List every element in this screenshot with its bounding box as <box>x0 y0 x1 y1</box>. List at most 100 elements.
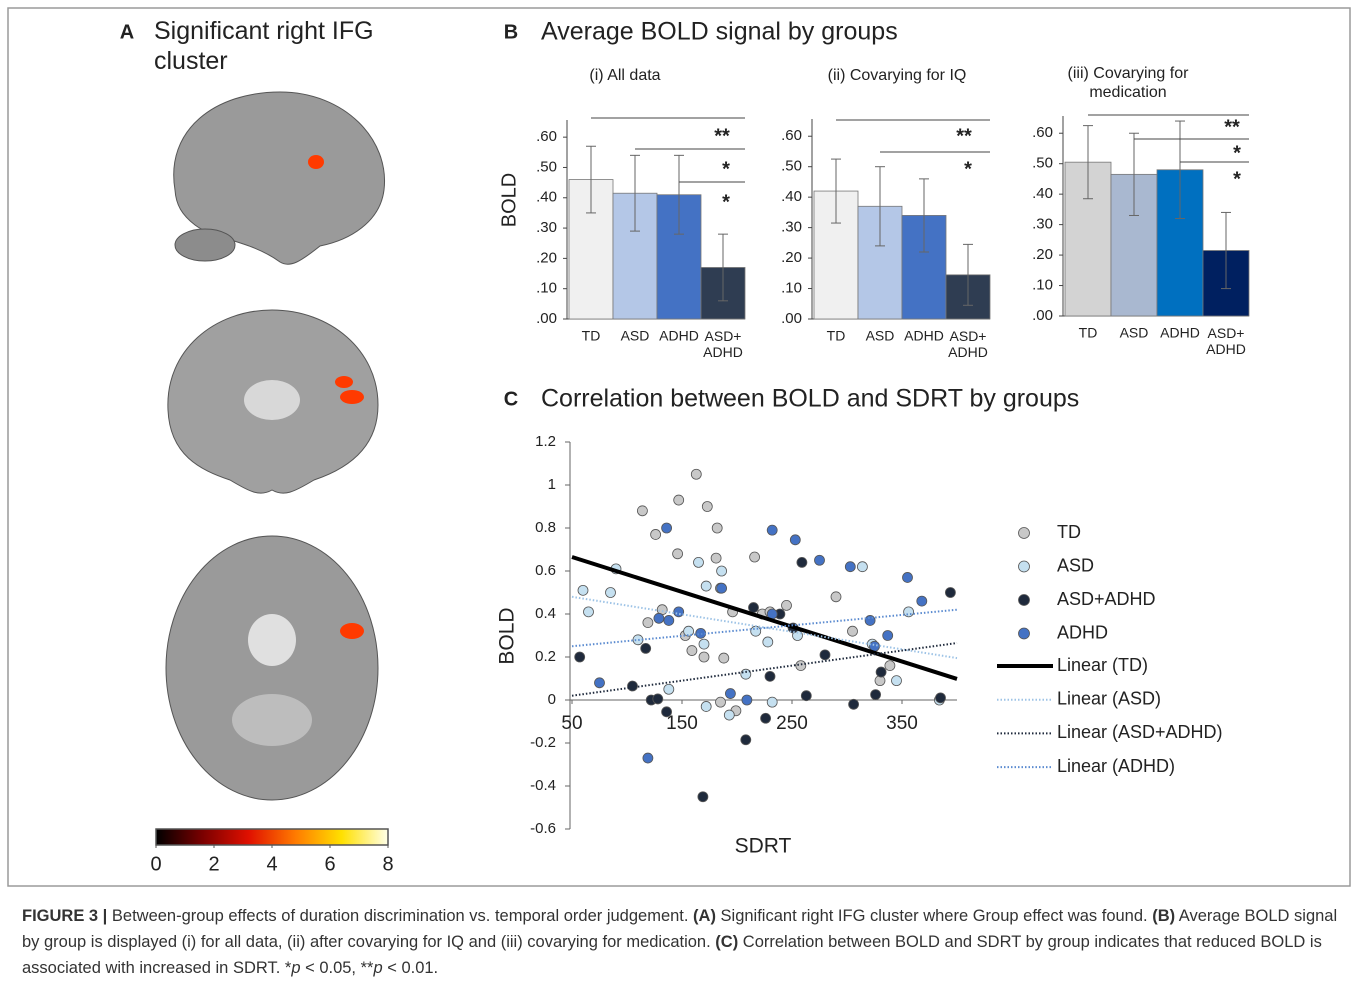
scatter-point <box>643 618 653 628</box>
x-tick-label: 50 <box>561 713 582 734</box>
x-tick-label: ASD+ADHD <box>1206 325 1246 357</box>
y-tick-label: .00 <box>781 310 802 327</box>
y-tick-label: .20 <box>781 249 802 266</box>
y-tick-label: .30 <box>1032 216 1053 233</box>
y-tick-label: 1 <box>548 476 556 493</box>
y-tick-label: .50 <box>781 158 802 175</box>
y-tick-label: 0.2 <box>535 648 556 665</box>
scatter-point <box>717 583 727 593</box>
scatter-point <box>857 562 867 572</box>
x-tick-label: ADHD <box>659 328 699 344</box>
panel-label: B <box>504 21 518 43</box>
scatter-point <box>831 592 841 602</box>
x-tick-label: 150 <box>666 713 698 734</box>
caption-run: Significant right IFG cluster where Grou… <box>716 907 1152 925</box>
scatter-point <box>865 615 875 625</box>
significance-label: * <box>964 158 972 180</box>
scatter-point <box>696 628 706 638</box>
significance-label: ** <box>714 125 730 147</box>
scatter-point <box>584 607 594 617</box>
scatter-point <box>674 607 684 617</box>
scatter-point <box>711 553 721 563</box>
panel-title: Correlation between BOLD and SDRT by gro… <box>541 385 1079 413</box>
legend-label: ASD <box>1057 555 1094 575</box>
legend-label: Linear (ASD) <box>1057 688 1161 708</box>
x-tick-label: ADHD <box>1160 325 1200 341</box>
scatter-point <box>871 690 881 700</box>
scatter-point <box>801 691 811 701</box>
colorbar-tick-label: 2 <box>208 853 219 875</box>
scatter-point <box>885 661 895 671</box>
y-tick-label: .20 <box>536 249 557 266</box>
legend-label: TD <box>1057 522 1081 542</box>
scatter-point <box>767 525 777 535</box>
y-tick-label: 0.6 <box>535 562 556 579</box>
y-tick-label: .40 <box>536 189 557 206</box>
brain-axial <box>166 536 378 800</box>
scatter-point <box>641 643 651 653</box>
scatter-point <box>691 469 701 479</box>
scatter-point <box>628 681 638 691</box>
scatter-point <box>651 529 661 539</box>
caption-run: p <box>291 959 300 977</box>
scatter-point <box>845 562 855 572</box>
significance-label: ** <box>956 125 972 147</box>
scatter-point <box>751 626 761 636</box>
scatter-point <box>684 626 694 636</box>
trend-line <box>572 557 957 679</box>
significance-label: * <box>722 158 730 180</box>
scatter-point <box>815 555 825 565</box>
x-tick-label: ASD <box>621 328 650 344</box>
y-axis-label: BOLD <box>498 173 520 227</box>
significance-label: ** <box>1224 116 1240 138</box>
brain-sagittal <box>174 92 385 264</box>
y-tick-label: .10 <box>536 280 557 297</box>
colorbar-tick-label: 6 <box>324 853 335 875</box>
legend-label: Linear (ADHD) <box>1057 756 1175 776</box>
scatter-point <box>673 549 683 559</box>
scatter-point <box>749 603 759 613</box>
figure: A B Average BOLD signal by groups C Corr… <box>0 0 1358 988</box>
y-tick-label: .50 <box>536 158 557 175</box>
brain-coronal <box>168 310 378 493</box>
colorbar <box>156 829 388 845</box>
y-tick-label: .10 <box>781 280 802 297</box>
y-tick-label: .00 <box>536 310 557 327</box>
y-tick-label: .40 <box>1032 185 1053 202</box>
y-tick-label: 0 <box>548 691 556 708</box>
caption-run: (B) <box>1152 907 1175 925</box>
caption-run: < 0.01. <box>383 959 439 977</box>
significance-label: * <box>722 191 730 213</box>
scatter-point <box>654 613 664 623</box>
scatter-point <box>687 646 697 656</box>
scatter-point <box>662 523 672 533</box>
x-tick-label: 350 <box>886 713 918 734</box>
x-tick-label: TD <box>827 328 846 344</box>
y-tick-label: -0.4 <box>530 777 556 794</box>
scatter-point <box>664 684 674 694</box>
scatter-point <box>892 676 902 686</box>
caption-run: < 0.05, ** <box>301 959 374 977</box>
scatter-point <box>653 694 663 704</box>
scatter-point <box>716 697 726 707</box>
scatter-point <box>765 671 775 681</box>
scatter-point <box>694 557 704 567</box>
x-tick-label: ASD+ADHD <box>948 328 988 360</box>
x-tick-label: ASD <box>1120 325 1149 341</box>
y-tick-label: 0.4 <box>535 605 556 622</box>
legend-marker <box>1019 595 1030 606</box>
caption-run: Between-group effects of duration discri… <box>107 907 693 925</box>
scatter-point <box>725 689 735 699</box>
panel-title: Significant right IFG cluster <box>154 16 414 76</box>
scatter-point <box>699 652 709 662</box>
legend-marker <box>1019 561 1030 572</box>
scatter-point <box>701 581 711 591</box>
colorbar-tick-label: 0 <box>150 853 161 875</box>
caption-run: (A) <box>693 907 716 925</box>
y-tick-label: .40 <box>781 188 802 205</box>
y-tick-label: -0.2 <box>530 734 556 751</box>
colorbar-tick-label: 8 <box>382 853 393 875</box>
scatter-point <box>674 495 684 505</box>
y-tick-label: .60 <box>536 128 557 145</box>
scatter-point <box>717 566 727 576</box>
